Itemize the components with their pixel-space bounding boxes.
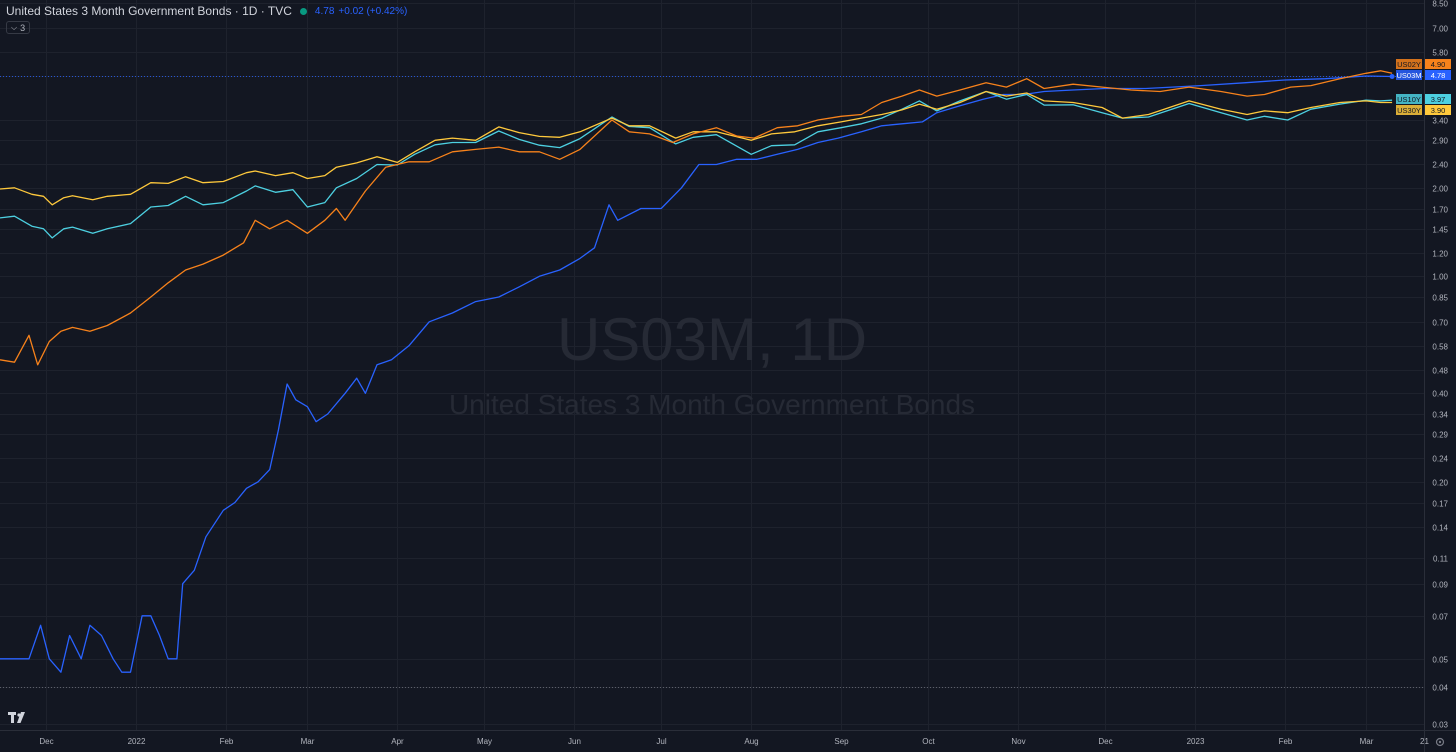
badge-value-bg: [1425, 70, 1451, 80]
watermark: US03M, 1D United States 3 Month Governme…: [449, 306, 975, 420]
price-badge-us02y: US02Y 4.90: [1396, 59, 1451, 69]
x-tick-label: Dec: [1098, 737, 1112, 746]
badge-value-bg: [1425, 59, 1451, 69]
x-tick-label: Mar: [1360, 737, 1374, 746]
price-badge-us10y: US10Y 3.97: [1396, 94, 1451, 104]
y-tick-label: 2.90: [1432, 137, 1448, 146]
market-open-dot-icon: [299, 7, 307, 15]
badge-symbol-bg: [1396, 94, 1422, 104]
y-tick-label: 1.70: [1432, 206, 1448, 215]
x-tick-label: Aug: [744, 737, 758, 746]
y-tick-label: 0.48: [1432, 367, 1448, 376]
gear-icon[interactable]: [1435, 737, 1445, 747]
x-tick-label: Sep: [834, 737, 849, 746]
y-tick-label: 1.45: [1432, 226, 1448, 235]
x-tick-label: 2022: [128, 737, 146, 746]
y-tick-label: 0.40: [1432, 390, 1448, 399]
y-tick-label: 0.58: [1432, 343, 1448, 352]
y-tick-label: 5.80: [1432, 49, 1448, 58]
badge-value-bg: [1425, 94, 1451, 104]
series-line-us02y: [0, 70, 1393, 366]
price-change: +0.02 (+0.42%): [338, 5, 408, 17]
x-tick-label: Dec: [39, 737, 53, 746]
series-line-us30y: [0, 90, 1393, 206]
grid: [0, 0, 1424, 730]
x-tick-label: 21: [1420, 737, 1429, 746]
badge-symbol: US03M: [1396, 71, 1421, 80]
price-badge-us03m: US03M 4.78: [1396, 70, 1451, 80]
y-tick-label: 0.34: [1432, 411, 1448, 420]
series-lines: [0, 70, 1395, 673]
x-tick-label: Mar: [301, 737, 315, 746]
y-tick-label: 0.70: [1432, 319, 1448, 328]
y-tick-label: 0.24: [1432, 455, 1448, 464]
series-line-us10y: [0, 90, 1393, 239]
last-price: 4.78: [314, 5, 335, 17]
x-tick-label: Jul: [656, 737, 666, 746]
y-tick-label: 1.20: [1432, 250, 1448, 259]
x-tick-label: May: [477, 737, 492, 746]
y-tick-label: 0.11: [1433, 555, 1449, 564]
time-axis[interactable]: Dec 2022 Feb Mar Apr May Jun Jul Aug Sep Oct Nov Dec…: [0, 730, 1456, 747]
last-point-marker: [1389, 73, 1395, 79]
y-tick-label: 0.14: [1432, 524, 1448, 533]
y-tick-label: 0.03: [1432, 721, 1448, 730]
badge-value: 3.90: [1431, 106, 1446, 115]
price-badge-us30y: US30Y 3.90: [1396, 105, 1451, 115]
price-axis[interactable]: 8.507.005.804.803.402.902.402.001.701.45…: [1424, 0, 1449, 752]
badge-symbol-bg: [1396, 105, 1422, 115]
y-tick-label: 0.05: [1432, 656, 1448, 665]
y-tick-label: 2.00: [1432, 185, 1448, 194]
series-line-us03m: [0, 75, 1393, 673]
x-tick-label: Nov: [1011, 737, 1025, 746]
badge-value: 3.97: [1431, 95, 1446, 104]
x-tick-label: Oct: [922, 737, 935, 746]
badge-symbol: US10Y: [1397, 95, 1421, 104]
x-tick-label: Feb: [220, 737, 234, 746]
badge-symbol: US02Y: [1397, 60, 1421, 69]
y-tick-label: 1.00: [1432, 273, 1448, 282]
chevron-down-icon: ⌵: [11, 22, 18, 32]
y-tick-label: 7.00: [1432, 25, 1448, 34]
y-tick-label: 0.85: [1432, 294, 1448, 303]
y-tick-label: 0.29: [1432, 431, 1448, 440]
x-tick-label: Jun: [568, 737, 581, 746]
badge-symbol-bg: [1396, 70, 1422, 80]
badge-value: 4.90: [1431, 60, 1446, 69]
y-tick-label: 2.40: [1432, 161, 1448, 170]
y-tick-label: 3.40: [1432, 117, 1448, 126]
watermark-symbol: US03M, 1D: [557, 306, 867, 373]
indicators-toggle-button[interactable]: ⌵ 3: [6, 21, 31, 34]
y-tick-label: 0.04: [1432, 684, 1448, 693]
y-tick-label: 0.17: [1432, 500, 1448, 509]
y-tick-label: 0.20: [1432, 479, 1448, 488]
x-tick-label: Apr: [391, 737, 404, 746]
symbol-title[interactable]: United States 3 Month Government Bonds ·…: [6, 4, 292, 18]
indicator-count: 3: [20, 22, 26, 33]
y-tick-label: 8.50: [1432, 0, 1448, 9]
badge-symbol-bg: [1396, 59, 1422, 69]
x-tick-label: 2023: [1187, 737, 1205, 746]
y-tick-label: 0.09: [1432, 581, 1448, 590]
price-badges: US03M 4.78 US02Y 4.90 US10Y 3.97 US30Y 3.90: [1396, 59, 1451, 115]
legend[interactable]: United States 3 Month Government Bonds ·…: [6, 4, 407, 18]
badge-symbol: US30Y: [1397, 106, 1421, 115]
watermark-description: United States 3 Month Government Bonds: [449, 389, 975, 420]
y-tick-label: 0.07: [1432, 613, 1448, 622]
tradingview-logo-icon[interactable]: [8, 712, 30, 724]
badge-value-bg: [1425, 105, 1451, 115]
badge-value: 4.78: [1431, 71, 1446, 80]
x-tick-label: Feb: [1279, 737, 1293, 746]
